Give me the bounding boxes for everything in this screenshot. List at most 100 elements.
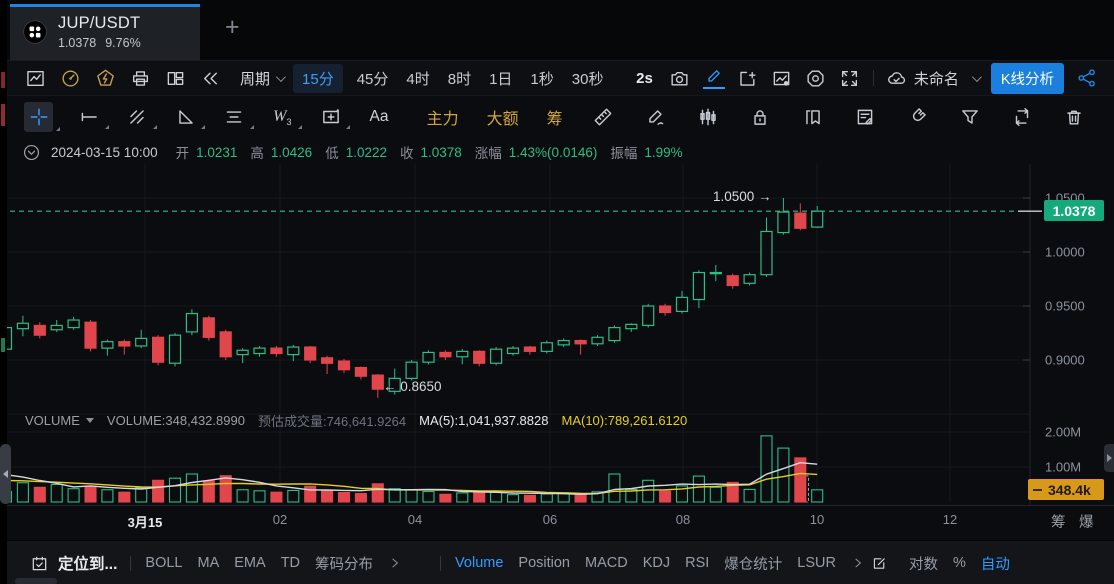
- indicator-edit-button[interactable]: [871, 555, 888, 572]
- sub-indicator-more[interactable]: [851, 556, 865, 570]
- locate-calendar-button[interactable]: [30, 554, 49, 573]
- auto-scale-button[interactable]: 自动: [980, 556, 1010, 573]
- volume-indicator-dropdown[interactable]: VOLUME: [25, 413, 94, 428]
- amplitude-value: 1.99%: [644, 144, 683, 160]
- large-order-button[interactable]: 大额: [486, 111, 519, 128]
- screenshot-button[interactable]: [669, 67, 691, 89]
- chips-panel-button[interactable]: 筹: [1051, 515, 1066, 531]
- window-plus-icon: [740, 71, 756, 86]
- sub-indicator-0[interactable]: Volume: [455, 555, 504, 571]
- pair-tab[interactable]: JUP/USDT 1.0378 9.76%: [10, 4, 200, 60]
- delete-tool[interactable]: [1062, 104, 1087, 130]
- main-force-button[interactable]: 主力: [426, 111, 459, 128]
- wave-tool[interactable]: W3: [270, 104, 303, 130]
- chips-button[interactable]: 筹: [546, 111, 563, 128]
- horizontal-ray-tool[interactable]: [76, 104, 110, 130]
- main-indicator-1[interactable]: MA: [197, 555, 220, 571]
- time-axis-label: 3月15: [127, 515, 163, 530]
- trend-line-tool[interactable]: [125, 104, 158, 130]
- chart-preview-button[interactable]: [24, 67, 46, 89]
- bottombar-scroll-thumb[interactable]: [15, 578, 57, 584]
- settings-button[interactable]: [805, 67, 827, 89]
- print-button[interactable]: [129, 67, 151, 89]
- kline-analysis-button[interactable]: K线分析: [990, 62, 1064, 94]
- text-tool[interactable]: Aa: [369, 108, 389, 125]
- period-button-5[interactable]: 1秒: [530, 70, 554, 88]
- main-indicator-0[interactable]: BOLL: [145, 555, 183, 571]
- filter-tool[interactable]: [957, 104, 982, 130]
- flash-trade-button[interactable]: [94, 67, 116, 89]
- three-candles-icon: [700, 108, 716, 126]
- caret-right-icon: [1106, 454, 1112, 462]
- time-axis-label: 02: [272, 512, 288, 527]
- funnel-icon: [961, 110, 978, 124]
- period-button-3[interactable]: 8时: [447, 70, 472, 88]
- percent-scale-button[interactable]: %: [952, 555, 966, 571]
- fib-tool[interactable]: [221, 104, 255, 130]
- fullscreen-button[interactable]: [839, 67, 861, 89]
- magnet-tool[interactable]: [905, 104, 930, 130]
- burst-panel-button[interactable]: 爆: [1079, 515, 1094, 531]
- gauge-icon: [61, 69, 79, 87]
- close-value: 1.0378: [420, 144, 462, 160]
- sub-indicator-2[interactable]: MACD: [585, 555, 628, 571]
- main-indicator-3[interactable]: TD: [280, 555, 301, 571]
- time-axis[interactable]: 3月15 02 04 06 08 10 12: [0, 509, 1114, 535]
- ruler-tool[interactable]: [591, 104, 616, 130]
- lightning-pentagon-icon: [96, 69, 114, 86]
- scrollbar-handle[interactable]: [0, 444, 11, 504]
- chevron-down-icon: [275, 71, 286, 82]
- triangle-tool[interactable]: [173, 104, 206, 130]
- split-panes-icon: [167, 71, 183, 85]
- new-tab-button[interactable]: +: [225, 13, 240, 41]
- doc-pencil-icon: [857, 109, 873, 125]
- indicator-image-button[interactable]: [771, 67, 793, 89]
- caret-left-icon: [3, 470, 8, 478]
- volume-value: VOLUME:348,432.8990: [106, 412, 245, 428]
- current-price-badge: 1.0378: [1044, 200, 1104, 221]
- sub-indicator-group: Volume Position MACD KDJ RSI 爆仓统计 LSUR: [455, 553, 851, 574]
- replace-tool[interactable]: [1009, 104, 1034, 130]
- low-label: 低: [325, 146, 339, 161]
- panel-expand-handle[interactable]: [1104, 444, 1114, 472]
- collapse-circle-icon[interactable]: [22, 143, 41, 162]
- period-button-2[interactable]: 4时: [406, 70, 430, 88]
- time-axis-label: 08: [675, 512, 691, 527]
- main-indicator-2[interactable]: EMA: [234, 555, 266, 571]
- active-tab-accent: [10, 4, 200, 7]
- sub-indicator-3[interactable]: KDJ: [642, 555, 671, 571]
- note-edit-tool[interactable]: [852, 104, 877, 130]
- main-indicator-4[interactable]: 筹码分布: [315, 556, 374, 573]
- log-scale-button[interactable]: 对数: [908, 556, 938, 573]
- crosshair-tool[interactable]: [24, 102, 61, 132]
- draw-mode-button[interactable]: [702, 67, 725, 89]
- brush-tool[interactable]: [643, 104, 668, 130]
- share-button[interactable]: [1076, 67, 1098, 89]
- replay-button[interactable]: [199, 67, 221, 89]
- locate-button[interactable]: 定位到...: [58, 556, 118, 573]
- period-button-1[interactable]: 45分: [356, 70, 389, 88]
- kline-pattern-tool[interactable]: [695, 104, 720, 130]
- main-indicator-more[interactable]: [388, 556, 402, 570]
- sub-indicator-1[interactable]: Position: [518, 555, 570, 571]
- bookmark-tool[interactable]: [800, 104, 825, 130]
- sub-indicator-4[interactable]: RSI: [685, 555, 710, 571]
- high-value: 1.0426: [270, 144, 313, 160]
- box-tool[interactable]: [318, 104, 351, 130]
- sub-indicator-6[interactable]: LSUR: [797, 555, 836, 571]
- layout-button[interactable]: [164, 67, 186, 89]
- workspace-dropdown[interactable]: 未命名: [886, 68, 982, 89]
- lock-tool[interactable]: [748, 104, 773, 130]
- period-dropdown[interactable]: 周期: [240, 68, 286, 89]
- volume-ma5: MA(5):1,041,937.8828: [419, 412, 549, 428]
- high-label: 高: [250, 146, 264, 161]
- period-button-0[interactable]: 15分: [293, 63, 343, 93]
- bottom-divider: [130, 555, 132, 571]
- period-button-4[interactable]: 1日: [489, 70, 513, 88]
- svg-text:0.9000: 0.9000: [1045, 353, 1085, 368]
- new-window-button[interactable]: [737, 67, 759, 89]
- gauge-button[interactable]: [59, 67, 81, 89]
- sub-indicator-5[interactable]: 爆仓统计: [724, 556, 783, 573]
- period-button-6[interactable]: 30秒: [571, 70, 604, 88]
